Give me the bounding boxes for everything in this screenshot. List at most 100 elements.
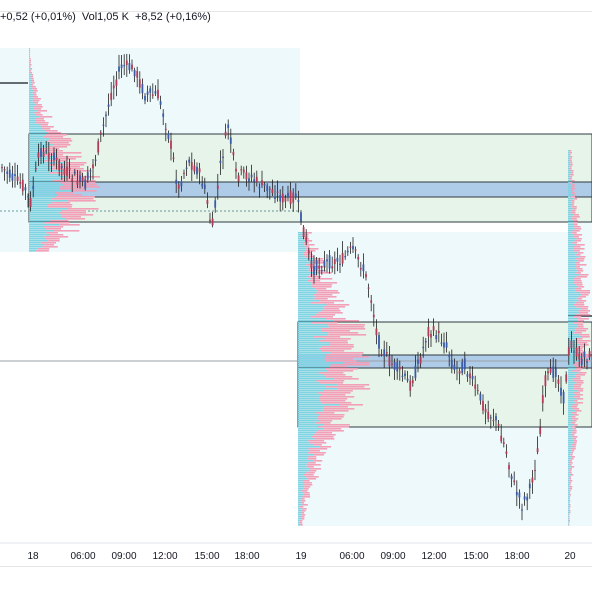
profile-3-up-61 (568, 272, 577, 274)
profile-2-up-107 (298, 446, 320, 448)
candle-body-164 (427, 327, 430, 337)
profile-2-down-110 (308, 452, 326, 454)
profile-1-up-40 (29, 128, 43, 130)
profile-3-up-63 (568, 276, 577, 278)
profile-3-down-56 (575, 262, 580, 264)
profile-2-up-78 (298, 388, 338, 390)
candle-body-191 (497, 423, 500, 426)
profile-2-up-66 (298, 364, 331, 366)
profile-2-up-145 (298, 522, 300, 524)
profile-3-up-89 (568, 328, 576, 330)
profile-3-down-124 (576, 398, 584, 400)
candle-body-195 (508, 465, 510, 470)
profile-1-down-42 (48, 132, 61, 134)
candle-body-49 (128, 63, 131, 71)
profile-2-down-70 (318, 372, 344, 374)
profile-1-down-34 (39, 116, 53, 118)
profile-1-up-60 (29, 168, 52, 170)
profile-2-up-38 (298, 308, 325, 310)
candle-body-50 (131, 64, 133, 70)
profile-1-down-72 (55, 192, 74, 194)
profile-3-down-71 (580, 292, 591, 294)
profile-3-down-119 (573, 388, 584, 390)
profile-2-up-83 (298, 398, 319, 400)
profile-1-up-67 (29, 182, 61, 184)
profile-1-up-74 (29, 196, 56, 198)
candle-body-98 (255, 176, 258, 183)
profile-1-up-84 (29, 216, 62, 218)
candle-body-37 (97, 141, 100, 153)
profile-3-down-163 (569, 476, 572, 478)
profile-3-down-74 (576, 298, 583, 300)
profile-2-up-63 (298, 358, 325, 360)
profile-3-down-108 (575, 366, 588, 368)
profile-2-down-84 (320, 400, 346, 402)
profile-2-up-6 (298, 244, 305, 246)
profile-2-down-119 (308, 470, 317, 472)
profile-1-up-46 (29, 140, 49, 142)
profile-1-down-31 (36, 110, 48, 112)
profile-1-down-13 (31, 74, 34, 76)
profile-2-up-80 (298, 392, 319, 394)
profile-1-up-27 (29, 102, 35, 104)
candles (1, 53, 591, 521)
profile-3-up-10 (568, 170, 571, 172)
profile-3-up-167 (568, 484, 570, 486)
candle-body-43 (112, 85, 115, 89)
profile-1-up-15 (29, 78, 32, 80)
profile-3-up-152 (568, 454, 571, 456)
profile-1-up-28 (29, 104, 37, 106)
profile-3-up-148 (568, 446, 573, 448)
profile-3-up-135 (568, 420, 573, 422)
profile-1-down-37 (36, 122, 49, 124)
candle-body-86 (224, 131, 227, 136)
candle-body-64 (167, 133, 170, 139)
profile-2-down-144 (299, 520, 303, 522)
profile-2-up-17 (298, 266, 310, 268)
profile-2-down-137 (299, 506, 304, 508)
profile-3-down-49 (573, 248, 585, 250)
profile-1-up-50 (29, 148, 41, 150)
profile-3-up-13 (568, 176, 571, 178)
profile-3-down-1 (569, 152, 572, 154)
profile-1-up-25 (29, 98, 35, 100)
profile-3-up-79 (568, 308, 581, 310)
profile-3-up-44 (568, 238, 577, 240)
legend-bar: +0,52 (+0,01%) Vol1,05 K +8,52 (+0,16%) (0, 11, 211, 27)
profile-2-up-36 (298, 304, 327, 306)
profile-1-down-20 (32, 88, 37, 90)
profile-1-down-40 (42, 128, 51, 130)
profile-3-up-102 (568, 354, 578, 356)
profile-2-up-115 (298, 462, 308, 464)
profile-3-down-102 (577, 354, 589, 356)
candle-body-7 (19, 181, 22, 184)
profile-2-up-44 (298, 320, 335, 322)
profile-1-down-8 (30, 64, 32, 66)
profile-3-down-129 (572, 408, 580, 410)
profile-2-up-57 (298, 346, 322, 348)
candle-body-95 (248, 178, 250, 182)
profile-1-up-66 (29, 180, 53, 182)
profile-3-down-30 (571, 210, 576, 212)
profile-2-down-60 (330, 352, 364, 354)
profile-2-up-15 (298, 262, 314, 264)
profile-3-up-170 (568, 490, 570, 492)
candle-body-138 (359, 267, 362, 270)
profile-1-down-79 (47, 206, 72, 208)
profile-2-up-31 (298, 294, 314, 296)
profile-3-up-147 (568, 444, 572, 446)
profile-2-up-59 (298, 350, 321, 352)
profile-2-up-25 (298, 282, 312, 284)
profile-2-down-13 (314, 258, 324, 260)
profile-3-up-74 (568, 298, 577, 300)
profile-3-up-1 (568, 152, 570, 154)
profile-3-down-144 (572, 438, 577, 440)
profile-3-down-12 (570, 174, 574, 176)
profile-2-down-108 (308, 448, 328, 450)
profile-2-up-75 (298, 382, 320, 384)
candle-body-124 (323, 260, 326, 267)
candle-body-103 (268, 188, 271, 190)
candle-body-181 (471, 375, 474, 380)
